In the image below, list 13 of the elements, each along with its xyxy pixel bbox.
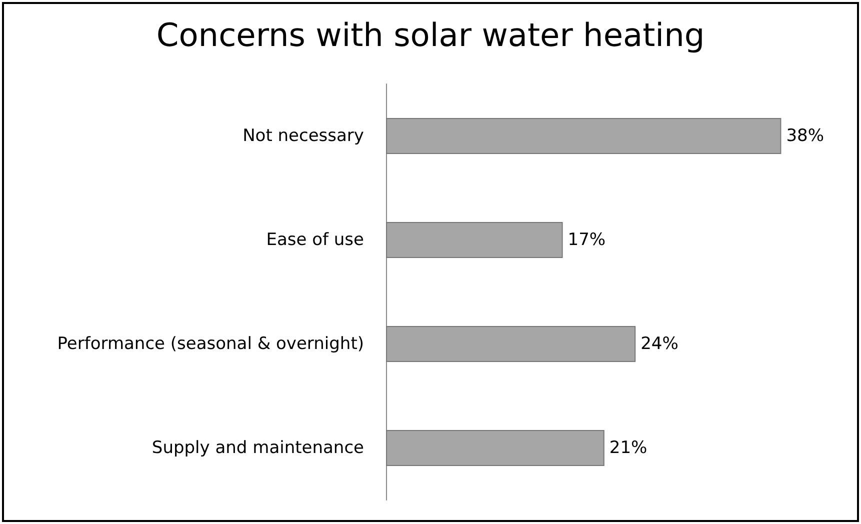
y-tick-label: Not necessary [242, 126, 364, 146]
data-label: 21% [609, 438, 648, 458]
data-label: 24% [640, 334, 678, 354]
y-tick-label: Ease of use [266, 230, 364, 250]
bar [386, 326, 636, 362]
bar [386, 118, 782, 154]
bar [386, 222, 563, 258]
chart-title: Concerns with solar water heating [156, 16, 705, 54]
y-tick-label: Supply and maintenance [152, 438, 364, 458]
bar [386, 430, 604, 466]
y-tick-label: Performance (seasonal & overnight) [57, 334, 364, 354]
data-label: 17% [568, 230, 606, 250]
data-label: 38% [786, 126, 824, 146]
